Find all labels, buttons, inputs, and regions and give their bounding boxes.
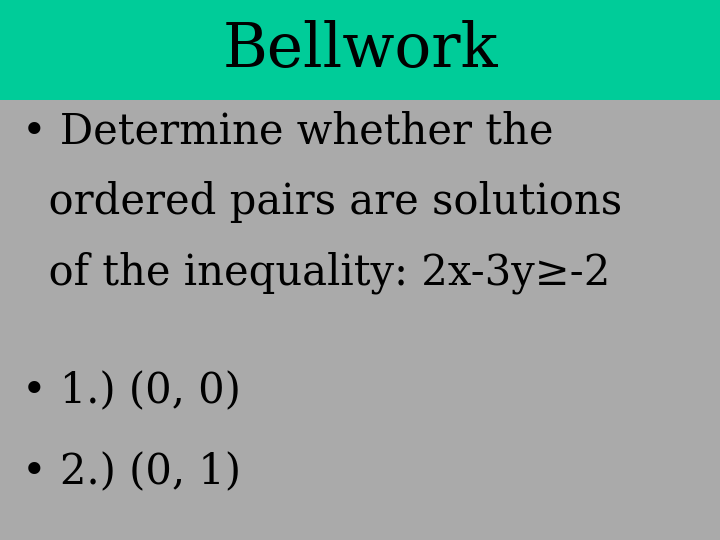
Text: of the inequality: 2x-3y≥-2: of the inequality: 2x-3y≥-2 — [22, 251, 610, 294]
Bar — [0, 0, 720, 100]
Text: • 2.) (0, 1): • 2.) (0, 1) — [22, 451, 240, 493]
Text: • 1.) (0, 0): • 1.) (0, 0) — [22, 370, 240, 413]
Text: ordered pairs are solutions: ordered pairs are solutions — [22, 181, 622, 223]
Text: • Determine whether the: • Determine whether the — [22, 111, 553, 153]
Text: Bellwork: Bellwork — [222, 20, 498, 80]
